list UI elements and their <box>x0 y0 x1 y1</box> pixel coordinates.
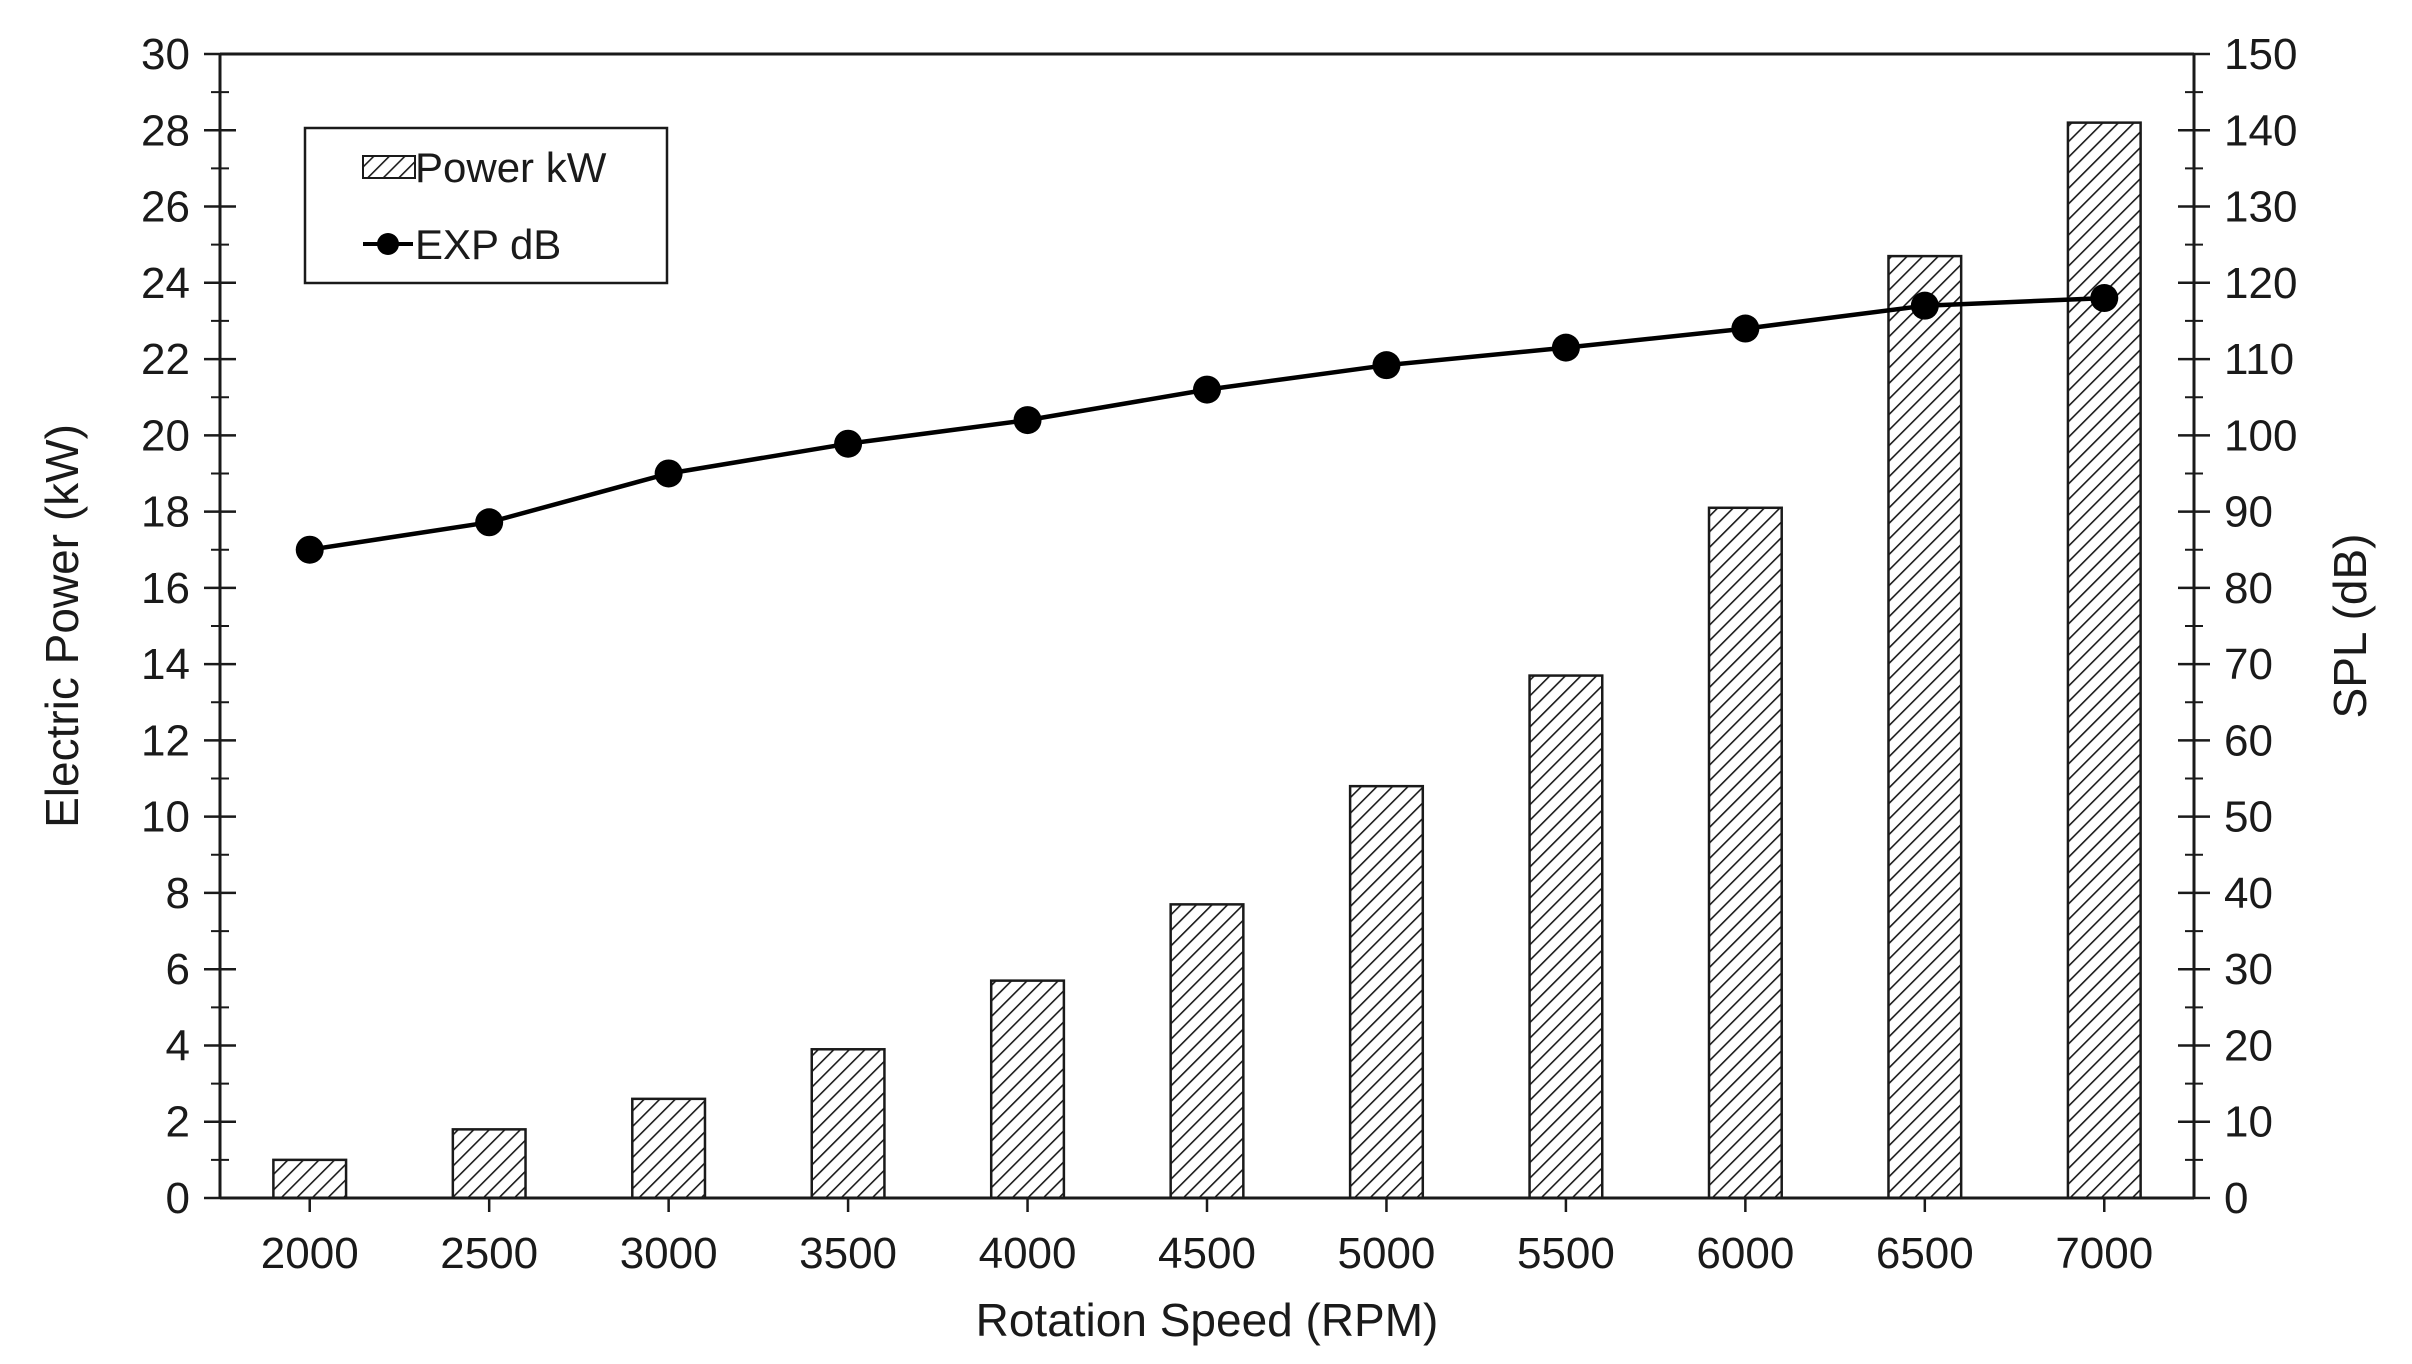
power-bar <box>451 1128 527 1200</box>
x-tick-label: 2500 <box>440 1229 538 1278</box>
left-y-tick-label: 20 <box>141 411 190 460</box>
bars-layer <box>272 121 2142 1200</box>
x-tick-label: 3500 <box>799 1229 897 1278</box>
power-bar <box>2066 121 2142 1200</box>
exp-db-point <box>1731 314 1760 343</box>
power-bar <box>631 1097 707 1200</box>
right-y-tick-label: 130 <box>2224 183 2297 232</box>
left-y-tick-label: 4 <box>166 1021 190 1070</box>
right-y-tick-label: 80 <box>2224 564 2273 613</box>
left-y-tick-label: 14 <box>141 640 190 689</box>
right-y-tick-label: 20 <box>2224 1021 2273 1070</box>
exp-db-point <box>475 508 504 537</box>
left-y-tick-label: 0 <box>166 1174 190 1223</box>
right-y-tick-label: 0 <box>2224 1174 2248 1223</box>
left-y-tick-label: 12 <box>141 716 190 765</box>
power-bar <box>1169 903 1245 1200</box>
right-y-tick-label: 150 <box>2224 30 2297 79</box>
power-bar <box>1348 784 1425 1200</box>
x-tick-label: 2000 <box>261 1229 359 1278</box>
exp-db-point <box>1193 375 1221 404</box>
exp-db-point <box>834 429 863 458</box>
x-tick-label: 3000 <box>620 1229 718 1278</box>
right-y-tick-label: 70 <box>2224 640 2273 689</box>
left-y-tick-label: 8 <box>166 869 190 918</box>
x-tick-label: 4500 <box>1158 1229 1256 1278</box>
left-y-tick-label: 6 <box>166 945 190 994</box>
power-bar <box>1707 506 1783 1200</box>
right-y-tick-label: 30 <box>2224 945 2273 994</box>
legend-label-exp: EXP dB <box>415 221 561 268</box>
right-y-tick-label: 90 <box>2224 488 2273 537</box>
exp-db-line <box>309 295 2105 552</box>
right-y-tick-label: 120 <box>2224 259 2297 308</box>
legend-swatch-power <box>362 155 416 179</box>
power-bar <box>1887 254 1963 1200</box>
legend: Power kW EXP dB <box>303 126 669 285</box>
exp-db-point <box>295 535 324 564</box>
left-y-tick-label: 24 <box>141 259 190 308</box>
right-y-tick-label: 10 <box>2224 1098 2273 1147</box>
exp-db-point <box>654 459 683 488</box>
power-bar <box>1528 674 1604 1200</box>
exp-db-point <box>1372 351 1401 380</box>
left-y-axis-title: Electric Power (kW) <box>36 424 88 828</box>
right-y-tick-label: 60 <box>2224 716 2273 765</box>
exp-db-point <box>1910 291 1939 320</box>
axes-layer <box>204 52 2210 1212</box>
left-y-tick-label: 2 <box>166 1098 190 1147</box>
left-y-tick-label: 28 <box>141 106 190 155</box>
right-y-tick-label: 140 <box>2224 106 2297 155</box>
x-tick-label: 7000 <box>2055 1229 2153 1278</box>
exp-db-point <box>2090 284 2119 313</box>
left-y-tick-label: 10 <box>141 793 190 842</box>
labels-layer: 0246810121416182022242628300102030405060… <box>36 30 2376 1346</box>
right-y-tick-label: 110 <box>2224 335 2294 384</box>
legend-box <box>303 126 669 285</box>
legend-swatch-marker <box>377 233 399 255</box>
right-y-tick-label: 50 <box>2224 793 2273 842</box>
x-tick-label: 6500 <box>1876 1229 1974 1278</box>
exp-db-point <box>1551 333 1580 362</box>
x-tick-label: 6000 <box>1696 1229 1794 1278</box>
left-y-tick-label: 30 <box>141 30 190 79</box>
left-y-tick-label: 18 <box>141 488 190 537</box>
power-bar <box>272 1158 348 1200</box>
x-tick-label: 5000 <box>1338 1229 1436 1278</box>
legend-label-power: Power kW <box>415 144 607 191</box>
left-y-tick-label: 16 <box>141 564 190 613</box>
right-y-tick-label: 100 <box>2224 411 2297 460</box>
power-bar <box>810 1048 886 1200</box>
x-tick-label: 4000 <box>979 1229 1077 1278</box>
x-axis-title: Rotation Speed (RPM) <box>976 1294 1439 1346</box>
x-tick-label: 5500 <box>1517 1229 1615 1278</box>
left-y-tick-label: 26 <box>141 183 190 232</box>
exp-db-point <box>1013 406 1042 435</box>
left-y-tick-label: 22 <box>141 335 190 384</box>
power-bar <box>989 979 1066 1200</box>
right-y-tick-label: 40 <box>2224 869 2273 918</box>
right-y-axis-title: SPL (dB) <box>2324 534 2376 719</box>
line-layer <box>295 284 2119 564</box>
